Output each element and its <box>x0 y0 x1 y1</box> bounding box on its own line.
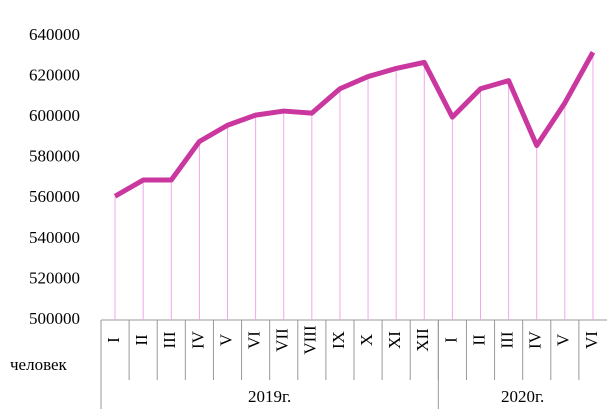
x-tick-label: IV <box>526 330 545 349</box>
y-tick-label: 520000 <box>29 268 80 287</box>
line <box>113 51 596 199</box>
x-tick-label: I <box>104 337 123 343</box>
y-axis-label: человек <box>10 355 68 374</box>
y-tick-label: 620000 <box>29 65 80 84</box>
x-tick-label: VI <box>245 331 264 349</box>
y-tick-label: 640000 <box>29 25 80 44</box>
y-tick-label: 540000 <box>29 228 80 247</box>
x-tick-label: V <box>216 333 235 346</box>
x-tick-label: III <box>498 331 517 348</box>
x-tick-label: VII <box>273 328 292 352</box>
x-tick-label: IX <box>329 331 348 349</box>
group-label: 2020г. <box>501 387 544 406</box>
x-tick-label: IV <box>188 330 207 349</box>
x-tick-label: II <box>132 334 151 346</box>
y-tick-label: 560000 <box>29 187 80 206</box>
y-tick-label: 600000 <box>29 106 80 125</box>
x-tick-label: VIII <box>301 325 320 355</box>
x-tick-label: I <box>441 337 460 343</box>
y-tick-label: 500000 <box>29 309 80 328</box>
x-tick-label: VI <box>582 331 601 349</box>
x-tick-label: II <box>469 334 488 346</box>
x-tick-label: III <box>160 331 179 348</box>
x-tick-label: XI <box>385 331 404 349</box>
y-tick-label: 580000 <box>29 147 80 166</box>
x-tick-label: XII <box>413 328 432 352</box>
x-tick-label: X <box>357 334 376 346</box>
x-tick-label: V <box>554 333 573 346</box>
group-label: 2019г. <box>248 387 291 406</box>
